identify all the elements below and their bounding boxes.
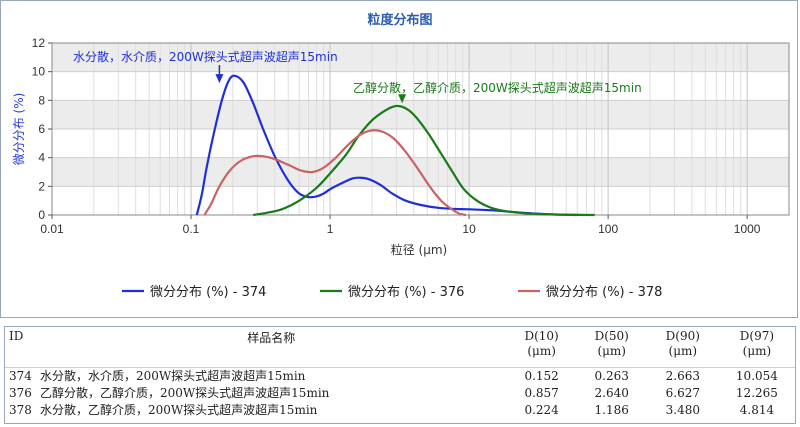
particle-size-chart: 粒度分布图 0 2 4 6 8 10 12 0.01 0.1 1 10 100 1000 水分散，水介质… (12, 12, 790, 300)
series-line-2 (203, 129, 467, 217)
cell-d90: 6.627 (665, 386, 700, 400)
y-tick-label: 6 (38, 122, 45, 136)
y-tick-label: 4 (38, 151, 45, 165)
cell-d50: 0.263 (594, 369, 629, 383)
header-d90: D(90) (μm) (665, 329, 700, 358)
cell-d97: 4.814 (739, 403, 775, 417)
grid-band (52, 43, 789, 72)
plot-axes: 0 2 4 6 8 10 12 0.01 0.1 1 10 100 1000 (32, 36, 790, 236)
cell-id: 378 (9, 403, 32, 417)
results-table: ID 样品名称 D(10) (μm) D(50) (μm) D(90) (μm) D(… (5, 327, 795, 419)
x-tick-label: 0.1 (183, 222, 200, 236)
x-axis-label: 粒径 (μm) (391, 242, 448, 257)
y-tick-label: 2 (38, 179, 45, 193)
cell-d10: 0.224 (524, 403, 559, 417)
table-row: 376 乙醇分散，乙醇介质，200W探头式超声波超声15min 0.857 2.… (5, 385, 795, 402)
series-layer (195, 74, 595, 217)
header-d10: D(10) (μm) (524, 329, 559, 358)
cell-d50: 1.186 (594, 403, 629, 417)
x-tick-label: 1000 (734, 222, 761, 236)
y-tick-label: 0 (38, 208, 45, 222)
results-table-panel: ID 样品名称 D(10) (μm) D(50) (μm) D(90) (μm) D(… (4, 326, 796, 424)
header-d97: D(97) (μm) (739, 329, 775, 358)
annotation-text: 水分散，水介质，200W探头式超声波超声15min (73, 49, 338, 64)
annotation-text: 乙醇分散，乙醇介质，200W探头式超声波超声15min (353, 80, 642, 95)
x-tick-label: 0.01 (40, 222, 64, 236)
cell-d97: 12.265 (735, 386, 778, 400)
series-line-0 (195, 74, 578, 217)
table-header-row: ID 样品名称 D(10) (μm) D(50) (μm) D(90) (μm) D(… (5, 327, 795, 368)
cell-d90: 3.480 (665, 403, 700, 417)
x-tick-label: 1 (327, 222, 334, 236)
legend-label-2: 微分分布 (%) - 378 (546, 285, 662, 300)
header-d50: D(50) (μm) (594, 329, 629, 358)
y-axis-label: 微分分布 (%) (12, 93, 26, 166)
y-tick-label: 12 (32, 36, 46, 50)
legend-label-0: 微分分布 (%) - 374 (150, 285, 266, 300)
chart-title: 粒度分布图 (367, 12, 432, 28)
header-id: ID (9, 329, 24, 343)
cell-name: 乙醇分散，乙醇介质，200W探头式超声波超声15min (39, 386, 330, 400)
plot-bands (52, 43, 789, 187)
annotation-arrow-head (398, 94, 407, 104)
chart-legend: 微分分布 (%) - 374 微分分布 (%) - 376 微分分布 (%) - 3… (122, 285, 662, 300)
cell-id: 376 (9, 386, 32, 400)
legend-label-1: 微分分布 (%) - 376 (348, 285, 464, 300)
cell-d10: 0.152 (524, 369, 559, 383)
cell-name: 水分散，乙醇介质，200W探头式超声波超声15min (39, 403, 318, 417)
annotation-layer: 水分散，水介质，200W探头式超声波超声15min 乙醇分散，乙醇介质，200W探… (73, 49, 642, 104)
cell-name: 水分散，水介质，200W探头式超声波超声15min (39, 369, 306, 383)
header-name: 样品名称 (247, 331, 296, 345)
grid-band (52, 100, 789, 129)
chart-panel: 粒度分布图 0 2 4 6 8 10 12 0.01 0.1 1 10 100 1000 水分散，水介质… (0, 0, 798, 318)
table-row: 378 水分散，乙醇介质，200W探头式超声波超声15min 0.224 1.1… (5, 402, 795, 419)
annotation-arrow-head (215, 74, 224, 84)
cell-d50: 2.640 (594, 386, 629, 400)
series-line-1 (253, 104, 595, 217)
cell-d10: 0.857 (524, 386, 559, 400)
y-tick-label: 10 (32, 65, 46, 79)
x-tick-label: 10 (462, 222, 476, 236)
cell-d97: 10.054 (735, 369, 778, 383)
y-tick-label: 8 (38, 93, 45, 107)
cell-d90: 2.663 (665, 369, 700, 383)
x-tick-label: 100 (598, 222, 618, 236)
table-row: 374 水分散，水介质，200W探头式超声波超声15min 0.152 0.26… (5, 368, 795, 386)
cell-id: 374 (9, 369, 32, 383)
